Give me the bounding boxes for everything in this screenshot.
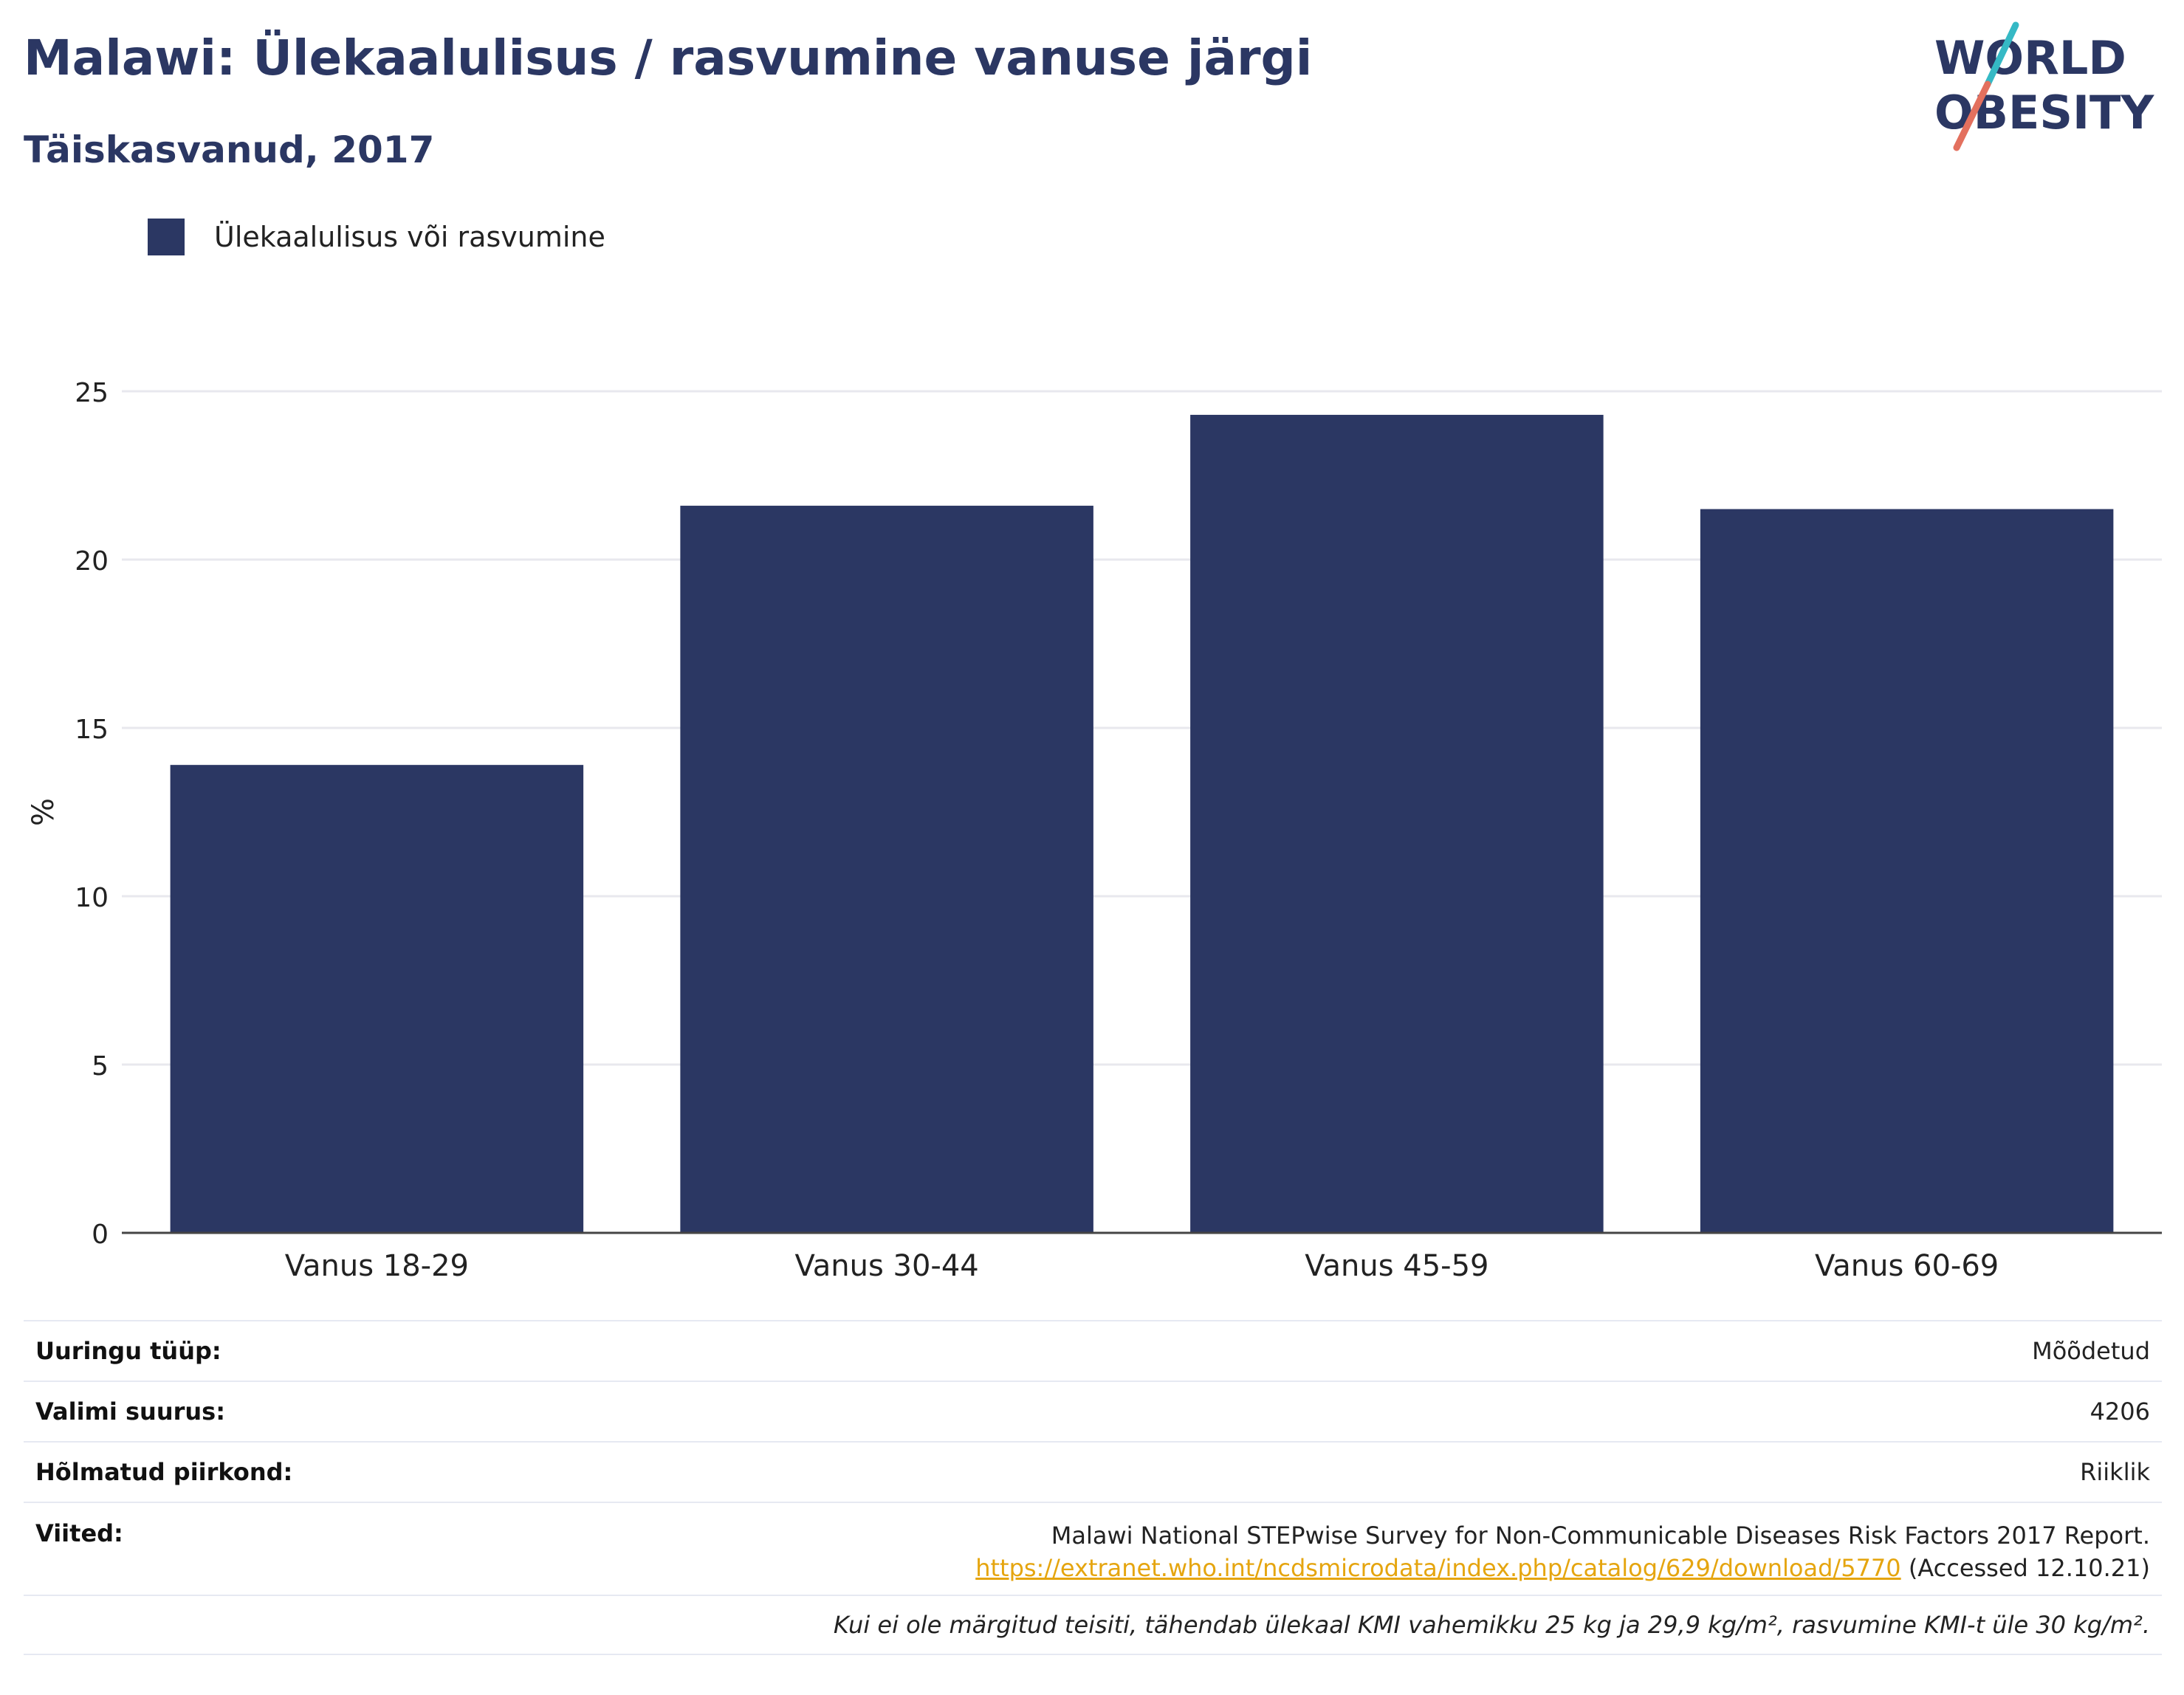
info-value: 4206 xyxy=(2089,1397,2150,1426)
info-row-sample-size: Valimi suurus: 4206 xyxy=(24,1381,2162,1441)
legend-swatch xyxy=(148,219,185,255)
info-value: Mõõdetud xyxy=(2032,1337,2150,1365)
x-tick-label: Vanus 30-44 xyxy=(794,1249,978,1283)
y-tick-label: 25 xyxy=(75,378,109,408)
logo-slash-teal xyxy=(1984,21,2019,88)
bar xyxy=(170,765,584,1233)
info-row-coverage: Hõlmatud piirkond: Riiklik xyxy=(24,1441,2162,1502)
info-value: Riiklik xyxy=(2080,1458,2150,1486)
y-tick-label: 5 xyxy=(92,1051,109,1082)
reference-text: Malawi National STEPwise Survey for Non-… xyxy=(1051,1522,2150,1550)
logo-slash-coral xyxy=(1953,80,1991,151)
bar-chart: 0 5 10 15 20 25% Vanus 18-29 Vanus 30-44 Vanus 4… xyxy=(27,378,2162,1283)
reference-accessed: (Accessed 12.10.21) xyxy=(1908,1554,2150,1582)
bar xyxy=(1190,414,1604,1234)
chart-legend: Ülekaalulisus või rasvumine xyxy=(148,219,605,255)
bar xyxy=(1700,509,2114,1233)
world-obesity-logo: WORLD OBESITY xyxy=(1934,21,2154,151)
info-table: Uuringu tüüp: Mõõdetud Valimi suurus: 42… xyxy=(24,1320,2162,1655)
x-tick-label: Vanus 45-59 xyxy=(1305,1249,1488,1283)
info-label: Hõlmatud piirkond: xyxy=(35,1458,293,1486)
info-label: Viited: xyxy=(35,1519,123,1547)
y-tick-label: 15 xyxy=(75,715,109,745)
references-value: Malawi National STEPwise Survey for Non-… xyxy=(975,1519,2150,1584)
page-title: Malawi: Ülekaalulisus / rasvumine vanuse… xyxy=(24,30,1313,86)
info-label: Valimi suurus: xyxy=(35,1397,226,1426)
y-tick-label: 0 xyxy=(92,1220,109,1250)
x-tick-label: Vanus 18-29 xyxy=(285,1249,469,1283)
info-label: Uuringu tüüp: xyxy=(35,1337,222,1365)
y-tick-label: 10 xyxy=(75,883,109,913)
info-row-references: Viited: Malawi National STEPwise Survey … xyxy=(24,1502,2162,1595)
y-axis-label: % xyxy=(27,798,61,826)
page-subtitle: Täiskasvanud, 2017 xyxy=(24,128,435,171)
reference-link[interactable]: https://extranet.who.int/ncdsmicrodata/i… xyxy=(975,1554,1901,1582)
x-tick-label: Vanus 60-69 xyxy=(1815,1249,1999,1283)
definition-note: Kui ei ole märgitud teisiti, tähendab ül… xyxy=(24,1595,2162,1655)
y-tick-label: 20 xyxy=(75,546,109,577)
bar xyxy=(680,506,1093,1233)
logo-line1: WORLD xyxy=(1934,31,2126,85)
legend-label: Ülekaalulisus või rasvumine xyxy=(214,221,605,253)
info-row-survey-type: Uuringu tüüp: Mõõdetud xyxy=(24,1320,2162,1381)
